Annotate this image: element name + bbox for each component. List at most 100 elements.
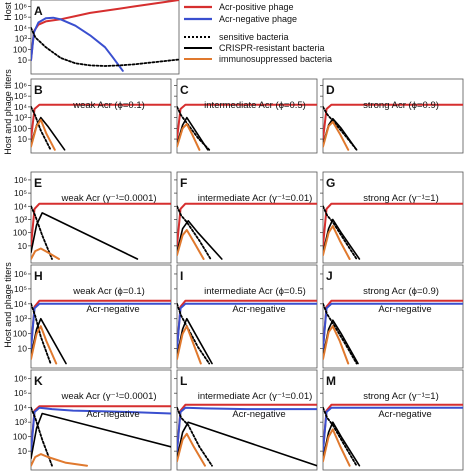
panel-label-b: B	[34, 83, 43, 97]
series-line-acr-negative-phage	[31, 16, 124, 72]
panel-frame	[322, 369, 464, 471]
series-line-immunosuppressed-bacteria	[31, 325, 58, 365]
series-group	[323, 202, 463, 260]
panel-label-a: A	[34, 4, 43, 18]
series-group	[31, 202, 171, 260]
y-tick-label: 10⁶	[14, 374, 27, 384]
series-line-crispr-resistant-bacteria	[177, 220, 223, 260]
series-line-acr-negative-phage	[177, 302, 317, 350]
series-line-acr-positive-phage	[177, 103, 317, 141]
series-line-sensitive-bacteria	[323, 302, 358, 365]
y-tick-label: 10³	[15, 34, 27, 44]
series-group	[31, 0, 179, 72]
y-tick-label: 10⁴	[14, 201, 27, 211]
y-tick-label: 10⁶	[14, 80, 27, 90]
series-line-sensitive-bacteria	[31, 302, 52, 365]
panel-title: weak Acr (γ⁻¹=0.0001)	[60, 391, 156, 402]
series-group	[177, 403, 317, 467]
series-group	[31, 299, 171, 365]
panel-title: intermediate Acr (ϕ=0.5)	[204, 100, 306, 111]
panel-frame	[30, 78, 172, 154]
legend-label-acr-negative: Acr-negative phage	[219, 14, 297, 24]
legend-label-crispr-resistant: CRISPR-resistant bacteria	[219, 43, 325, 53]
series-line-sensitive-bacteria	[31, 27, 179, 67]
panel-annotation: Acr-negative	[378, 304, 431, 315]
series-group	[323, 403, 463, 467]
panel-title: strong Acr (γ⁻¹=1)	[363, 193, 439, 204]
series-line-acr-positive-phage	[31, 103, 171, 141]
series-line-acr-negative-phage	[323, 406, 463, 453]
panel-annotation: Acr-negative	[86, 409, 139, 420]
panel-frame	[322, 171, 464, 264]
panel-annotation: Acr-negative	[86, 304, 139, 315]
legend-label-immunosuppressed: immunosuppressed bacteria	[219, 54, 332, 64]
y-tick-label: 10	[18, 446, 28, 456]
panel-label-k: K	[34, 374, 43, 388]
y-tick-label: 10⁶	[14, 1, 27, 11]
panel-annotation: Acr-negative	[232, 304, 285, 315]
legend: Acr-positive phage Acr-negative phage se…	[184, 2, 332, 64]
y-axis-label: Host and phage titers	[3, 262, 13, 348]
panel-frame	[176, 264, 318, 369]
y-tick-label: 10³	[15, 113, 27, 123]
panel-frame	[176, 78, 318, 154]
y-tick-label: 10	[18, 134, 28, 144]
panel-title: weak Acr (ϕ=0.1)	[72, 286, 145, 297]
panel-title: weak Acr (γ⁻¹=0.0001)	[60, 193, 156, 204]
y-tick-label: 100	[13, 228, 27, 238]
panel-title: intermediate Acr (ϕ=0.5)	[204, 286, 306, 297]
y-axis-label: Host and phage titers	[3, 0, 13, 21]
series-line-crispr-resistant-bacteria	[31, 412, 171, 460]
panel-title: strong Acr (ϕ=0.9)	[363, 286, 439, 297]
series-group	[177, 103, 317, 151]
y-tick-label: 10⁵	[14, 284, 27, 294]
series-line-crispr-resistant-bacteria	[177, 421, 317, 467]
y-tick-label: 10³	[15, 214, 27, 224]
series-line-acr-positive-phage	[323, 103, 463, 141]
panel-frame	[30, 369, 172, 471]
series-line-crispr-resistant-bacteria	[31, 212, 139, 260]
series-line-acr-positive-phage	[323, 202, 463, 247]
series-line-immunosuppressed-bacteria	[323, 428, 351, 467]
series-line-immunosuppressed-bacteria	[323, 325, 350, 365]
panel-label-l: L	[180, 374, 187, 388]
series-line-immunosuppressed-bacteria	[31, 118, 56, 151]
series-line-acr-negative-phage	[323, 302, 463, 350]
series-line-acr-positive-phage	[31, 202, 171, 247]
y-tick-label: 10	[18, 241, 28, 251]
y-tick-label: 10⁵	[14, 188, 27, 198]
series-line-acr-negative-phage	[31, 302, 171, 350]
series-line-acr-negative-phage	[177, 406, 317, 453]
series-line-crispr-resistant-bacteria	[323, 421, 361, 467]
series-line-acr-negative-phage	[31, 406, 171, 453]
y-tick-label: 100	[13, 123, 27, 133]
y-tick-label: 10³	[15, 314, 27, 324]
panel-title: weak Acr (ϕ=0.1)	[72, 100, 145, 111]
y-tick-label: 100	[13, 329, 27, 339]
y-tick-label: 10⁵	[14, 91, 27, 101]
y-tick-label: 100	[13, 44, 27, 54]
y-axis-label: Host and phage titers	[3, 69, 13, 155]
panel-frame	[176, 369, 318, 471]
series-group	[323, 299, 463, 365]
panel-annotation: Acr-negative	[232, 409, 285, 420]
series-group	[323, 103, 463, 151]
y-tick-label: 10	[18, 344, 28, 354]
series-group	[177, 202, 317, 260]
series-line-immunosuppressed-bacteria	[177, 229, 205, 260]
series-line-immunosuppressed-bacteria	[177, 432, 206, 467]
panel-title: strong Acr (ϕ=0.9)	[363, 100, 439, 111]
series-group	[177, 299, 317, 365]
series-line-immunosuppressed-bacteria	[323, 225, 351, 260]
series-line-immunosuppressed-bacteria	[31, 247, 60, 260]
y-tick-label: 10⁵	[14, 12, 27, 22]
panel-title: intermediate Acr (γ⁻¹=0.01)	[198, 193, 313, 204]
